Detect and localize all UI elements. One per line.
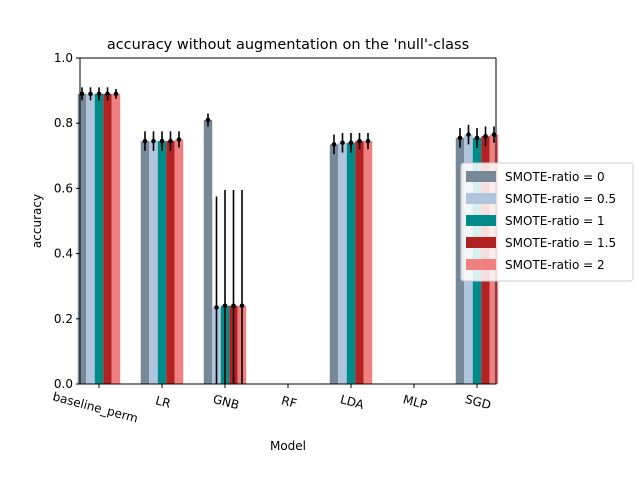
bar-baseline_perm-series-3 (103, 93, 112, 385)
mean-dot-LR-series-2 (159, 138, 165, 144)
legend-swatch (466, 237, 496, 248)
mean-dot-GNB-series-2 (222, 303, 228, 309)
x-tick-label: LDA (339, 392, 366, 412)
legend-swatch (466, 215, 496, 226)
bar-LDA-series-3 (355, 141, 364, 384)
mean-dot-LDA-series-3 (357, 138, 362, 144)
mean-dot-SGD-series-2 (474, 135, 480, 141)
x-axis-label: Model (270, 439, 306, 453)
mean-dot-SGD-series-0 (457, 135, 463, 141)
bar-SGD-series-0 (455, 137, 465, 384)
bar-LR-series-4 (174, 139, 184, 384)
x-tick-label: LR (154, 393, 172, 410)
bar-GNB-series-0 (203, 119, 213, 384)
y-tick-label: 0.0 (54, 377, 73, 391)
legend-box (460, 162, 634, 282)
mean-dot-GNB-series-4 (239, 303, 245, 309)
bar-LR-series-0 (140, 141, 150, 384)
mean-dot-GNB-series-1 (214, 305, 219, 310)
mean-dot-LDA-series-4 (365, 138, 371, 144)
x-tick-label: SGD (464, 392, 493, 412)
mean-dot-baseline_perm-series-0 (79, 91, 85, 97)
bar-baseline_perm-series-0 (77, 93, 87, 385)
mean-dot-baseline_perm-series-1 (88, 91, 93, 97)
bar-LDA-series-0 (329, 144, 339, 384)
x-tick-label: MLP (401, 392, 428, 412)
legend-label: SMOTE-ratio = 0 (505, 170, 605, 184)
bar-baseline_perm-series-4 (111, 93, 121, 385)
y-tick-label: 0.2 (54, 312, 73, 326)
legend-label: SMOTE-ratio = 0.5 (505, 192, 616, 206)
mean-dot-GNB-series-0 (205, 117, 211, 123)
y-tick-label: 0.8 (54, 116, 73, 130)
bar-LDA-series-4 (363, 141, 373, 384)
mean-dot-GNB-series-3 (231, 303, 236, 309)
mean-dot-SGD-series-3 (483, 133, 488, 139)
mean-dot-LR-series-4 (176, 137, 182, 142)
mean-dot-SGD-series-4 (491, 132, 497, 137)
bar-baseline_perm-series-1 (86, 93, 95, 385)
mean-dot-SGD-series-1 (466, 132, 471, 137)
legend-swatch (466, 259, 496, 270)
x-tick-label: RF (280, 393, 298, 410)
y-tick-label: 0.4 (54, 247, 73, 261)
x-tick-label: GNB (211, 392, 240, 412)
legend-swatch (466, 171, 496, 182)
mean-dot-LR-series-0 (142, 138, 148, 144)
bar-LR-series-3 (166, 141, 175, 384)
bar-LDA-series-2 (346, 142, 356, 384)
legend-label: SMOTE-ratio = 2 (505, 258, 605, 272)
mean-dot-LDA-series-0 (331, 142, 337, 147)
y-tick-label: 0.6 (54, 181, 73, 195)
mean-dot-LR-series-3 (168, 138, 173, 144)
bar-LDA-series-1 (338, 142, 347, 384)
mean-dot-baseline_perm-series-2 (96, 91, 102, 97)
legend: SMOTE-ratio = 0 SMOTE-ratio = 0.5 SMOTE-ra… (460, 162, 634, 282)
y-axis-label: accuracy (30, 194, 44, 248)
legend-swatch (466, 193, 496, 204)
bar-LR-series-2 (157, 141, 167, 384)
legend-label: SMOTE-ratio = 1.5 (505, 236, 616, 250)
bar-baseline_perm-series-2 (94, 93, 104, 385)
mean-dot-LDA-series-1 (340, 140, 345, 146)
errorbars-layer (79, 87, 497, 384)
y-axis: 0.0 0.2 0.4 0.6 0.8 1.0 (54, 51, 80, 391)
legend-label: SMOTE-ratio = 1 (505, 214, 605, 228)
chart-title: accuracy without augmentation on the 'nu… (107, 37, 469, 53)
mean-dot-LDA-series-2 (348, 140, 354, 146)
bar-LR-series-1 (149, 141, 158, 384)
mean-dot-baseline_perm-series-4 (113, 91, 119, 97)
y-tick-label: 1.0 (54, 51, 73, 65)
mean-dot-LR-series-1 (151, 138, 156, 144)
mean-dot-baseline_perm-series-3 (105, 91, 110, 97)
